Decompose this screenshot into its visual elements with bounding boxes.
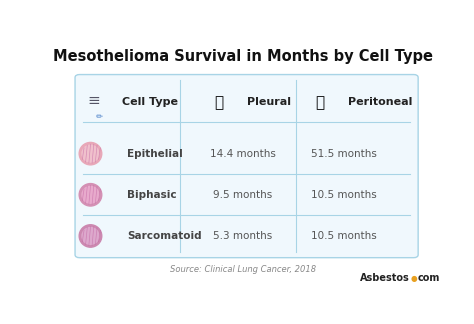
Text: 5.3 months: 5.3 months [213,231,273,241]
Ellipse shape [82,227,99,244]
Text: Asbestos: Asbestos [360,273,410,283]
Text: Pleural: Pleural [246,98,291,108]
Ellipse shape [82,145,99,162]
Text: 🫀: 🫀 [316,95,325,110]
Ellipse shape [79,225,102,247]
Text: 9.5 months: 9.5 months [213,190,273,200]
Text: Biphasic: Biphasic [127,190,177,200]
Text: 14.4 months: 14.4 months [210,149,276,159]
Text: ●: ● [411,274,418,283]
Text: 51.5 months: 51.5 months [311,149,377,159]
Text: 10.5 months: 10.5 months [311,190,377,200]
Text: Source: Clinical Lung Cancer, 2018: Source: Clinical Lung Cancer, 2018 [170,265,316,274]
Text: ✏: ✏ [95,112,102,121]
Text: Peritoneal: Peritoneal [347,98,412,108]
Text: 🫁: 🫁 [214,95,224,110]
Text: Mesothelioma Survival in Months by Cell Type: Mesothelioma Survival in Months by Cell … [53,49,433,64]
Text: Sarcomatoid: Sarcomatoid [127,231,202,241]
Ellipse shape [79,143,102,165]
Text: 10.5 months: 10.5 months [311,231,377,241]
Ellipse shape [82,186,99,203]
Text: com: com [418,273,440,283]
Text: ≡: ≡ [88,93,100,108]
Text: Cell Type: Cell Type [122,98,178,108]
Ellipse shape [79,184,102,206]
FancyBboxPatch shape [75,75,418,258]
Text: Epithelial: Epithelial [127,149,183,159]
